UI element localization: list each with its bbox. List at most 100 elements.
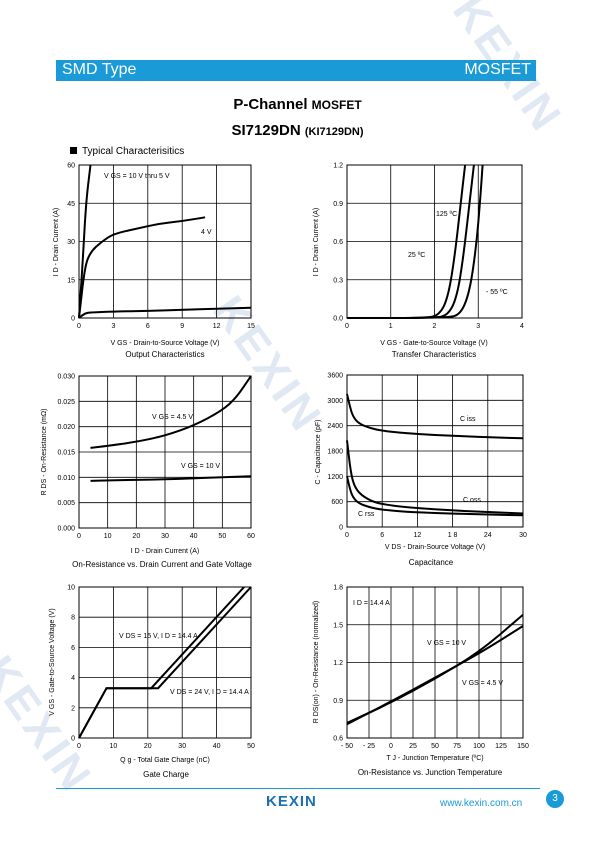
y-tick-label: 15 <box>67 277 75 284</box>
annotation: V DS = 24 V, I D = 14.4 A <box>170 689 249 696</box>
annotation: V GS = 4.5 V <box>152 414 193 421</box>
y-tick-label: 0.005 <box>57 500 75 507</box>
y-tick-label: 0 <box>71 316 75 323</box>
chart-title: Output Characteristics <box>125 350 204 359</box>
x-axis-label: Q g - Total Gate Charge (nC) <box>120 757 210 764</box>
x-tick-label: 20 <box>144 743 152 750</box>
y-tick-label: 30 <box>67 239 75 246</box>
series-line <box>346 440 524 515</box>
plot-frame <box>346 586 524 739</box>
series-line <box>90 475 252 482</box>
x-axis-label: I D - Drain Current (A) <box>131 548 199 555</box>
x-tick-label: - 50 <box>341 743 353 750</box>
x-tick-label: 6 <box>146 323 150 330</box>
part-number: SI7129DN (KI7129DN) <box>0 122 595 139</box>
x-tick-label: 24 <box>484 532 492 539</box>
chart-title: On-Resistance vs. Junction Temperature <box>358 768 503 777</box>
chart-title: On-Resistance vs. Drain Current and Gate… <box>72 560 252 569</box>
x-tick-label: 0 <box>345 532 349 539</box>
x-axis-label: V GS - Gate-to-Source Voltage (V) <box>380 340 487 347</box>
y-tick-label: 0.6 <box>333 736 343 743</box>
x-tick-label: 6 <box>380 532 384 539</box>
page-title: P-Channel MOSFET <box>0 96 595 113</box>
x-tick-label: 100 <box>473 743 485 750</box>
x-tick-label: - 25 <box>363 743 375 750</box>
header-left-text: SMD Type <box>62 61 137 78</box>
x-tick-label: 0 <box>77 533 81 540</box>
y-tick-label: 1200 <box>327 474 343 481</box>
bullet-square-icon <box>70 147 77 154</box>
series-line <box>78 586 252 739</box>
title-main: P-Channel <box>233 96 308 113</box>
chart-onres: 0 10 20 30 40 50 60 0.000 0.005 0.010 0.015 0.020 0.… <box>41 374 255 570</box>
y-axis-label: R DS - On-Resistance (mΩ) <box>41 409 48 496</box>
annotation: 125 ºC <box>436 211 457 218</box>
annotation: C rss <box>358 511 375 518</box>
x-tick-label: 25 <box>409 743 417 750</box>
section-label: Typical Characterisitics <box>82 146 185 157</box>
footer-logo: KEXIN <box>266 793 317 810</box>
series-line <box>346 476 524 517</box>
x-tick-label: 1 8 <box>448 532 458 539</box>
y-axis-label: C - Capacitance (pF) <box>315 420 322 485</box>
y-tick-label: 0.9 <box>333 201 343 208</box>
x-tick-label: 50 <box>431 743 439 750</box>
chart-title: Gate Charge <box>143 770 189 779</box>
annotation: V GS = 10 V <box>181 463 220 470</box>
annotation: 4 V <box>201 229 212 236</box>
y-tick-label: 2400 <box>327 423 343 430</box>
y-tick-label: 1.5 <box>333 622 343 629</box>
x-axis-label: T J - Junction Temperature (ºC) <box>386 755 483 762</box>
plot-frame <box>346 374 524 528</box>
series-line <box>78 306 252 319</box>
x-tick-label: 0 <box>77 323 81 330</box>
chart-junction-temp: - 50- 25 0 25 50 75 100 125 1500.60.91.21.51.8 … <box>313 585 529 778</box>
x-tick-label: 20 <box>132 533 140 540</box>
y-tick-label: 0.3 <box>333 277 343 284</box>
y-tick-label: 8 <box>71 615 75 622</box>
annotation: V GS = 10 V thru 5 V <box>104 173 170 180</box>
y-tick-label: 60 <box>67 163 75 170</box>
y-tick-label: 0.6 <box>333 239 343 246</box>
y-tick-label: 0.0 <box>333 316 343 323</box>
y-tick-label: 0.000 <box>57 526 75 533</box>
section-heading: Typical Characterisitics <box>70 146 184 157</box>
x-tick-label: 3 <box>111 323 115 330</box>
annotation: V GS = 10 V <box>427 640 466 647</box>
footer-website-link[interactable]: www.kexin.com.cn <box>440 798 523 809</box>
y-tick-label: 0.015 <box>57 450 75 457</box>
x-tick-label: 4 <box>520 323 524 330</box>
y-tick-label: 600 <box>331 499 343 506</box>
x-tick-label: 50 <box>247 743 255 750</box>
y-tick-label: 10 <box>67 585 75 592</box>
chart-title: Capacitance <box>409 558 454 567</box>
y-tick-label: 0 <box>71 736 75 743</box>
x-tick-label: 150 <box>517 743 529 750</box>
x-axis-label: V DS - Drain-Source Voltage (V) <box>385 544 485 551</box>
plot-frame <box>78 164 252 319</box>
annotation: I D = 14.4 A <box>353 600 390 607</box>
x-tick-label: 30 <box>519 532 527 539</box>
series-line <box>78 216 206 319</box>
x-tick-label: 3 <box>476 323 480 330</box>
x-tick-label: 9 <box>180 323 184 330</box>
x-tick-label: 10 <box>104 533 112 540</box>
annotation: 25 ºC <box>408 252 425 259</box>
plot-frame <box>78 586 252 739</box>
series-line <box>346 625 524 726</box>
header-bar: SMD Type MOSFET <box>56 60 536 81</box>
y-tick-label: 0.030 <box>57 374 75 381</box>
y-axis-label: V GS - Gate-to-Source Voltage (V) <box>49 608 56 715</box>
y-tick-label: 6 <box>71 645 75 652</box>
page-number: 3 <box>546 790 564 808</box>
part-main: SI7129DN <box>231 122 301 139</box>
part-sub: (KI7129DN) <box>304 126 364 138</box>
y-tick-label: 3600 <box>327 373 343 380</box>
y-tick-label: 45 <box>67 201 75 208</box>
chart-output: 0 3 6 9 12 15 0 15 30 45 60 V GS = 10 V thru 5 V 4… <box>53 163 255 360</box>
x-tick-label: 50 <box>218 533 226 540</box>
annotation: V GS = 4.5 V <box>462 680 503 687</box>
y-tick-label: 4 <box>71 675 75 682</box>
